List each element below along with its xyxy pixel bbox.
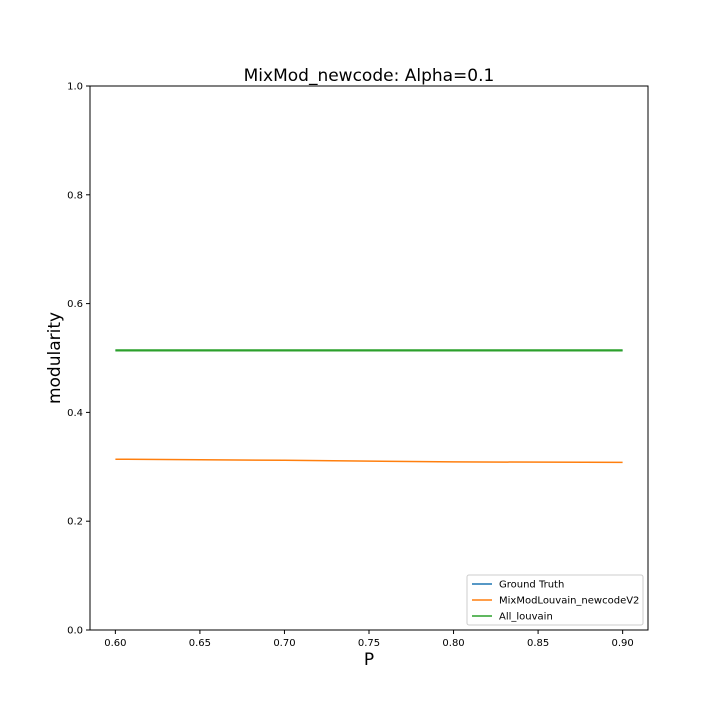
legend-label-ground-truth: Ground Truth [499, 580, 564, 591]
y-tick-label: 1.0 [67, 82, 83, 93]
x-axis: 0.60 0.65 0.70 0.75 0.80 0.85 0.90 [104, 630, 634, 649]
x-tick-label: 0.90 [612, 638, 634, 649]
x-tick-label: 0.80 [442, 638, 464, 649]
y-tick-label: 0.4 [67, 408, 83, 419]
y-tick-label: 0.6 [67, 299, 83, 310]
x-tick-label: 0.65 [189, 638, 211, 649]
x-tick-label: 0.85 [527, 638, 549, 649]
y-axis: 0.0 0.2 0.4 0.6 0.8 1.0 [67, 82, 90, 637]
y-tick-label: 0.8 [67, 190, 83, 201]
x-tick-label: 0.60 [104, 638, 126, 649]
legend-label-mixmodlouvain-newcodev2: MixModLouvain_newcodeV2 [499, 596, 639, 607]
x-tick-label: 0.70 [273, 638, 295, 649]
axes-frame [89, 85, 649, 631]
legend-box [466, 574, 644, 626]
series-lines [115, 349, 623, 464]
y-axis-label: modularity [45, 312, 65, 404]
series-line-mixmodlouvain-newcodev2 [115, 458, 623, 464]
plot-area [89, 85, 649, 631]
x-axis-label: P [364, 650, 374, 670]
x-tick-label: 0.75 [358, 638, 380, 649]
y-tick-label: 0.0 [67, 626, 83, 637]
chart-title: MixMod_newcode: Alpha=0.1 [244, 66, 495, 86]
y-tick-label: 0.2 [67, 517, 83, 528]
legend-label-all-louvain: All_louvain [499, 612, 553, 623]
legend: Ground Truth MixModLouvain_newcodeV2 All_l… [466, 574, 644, 626]
